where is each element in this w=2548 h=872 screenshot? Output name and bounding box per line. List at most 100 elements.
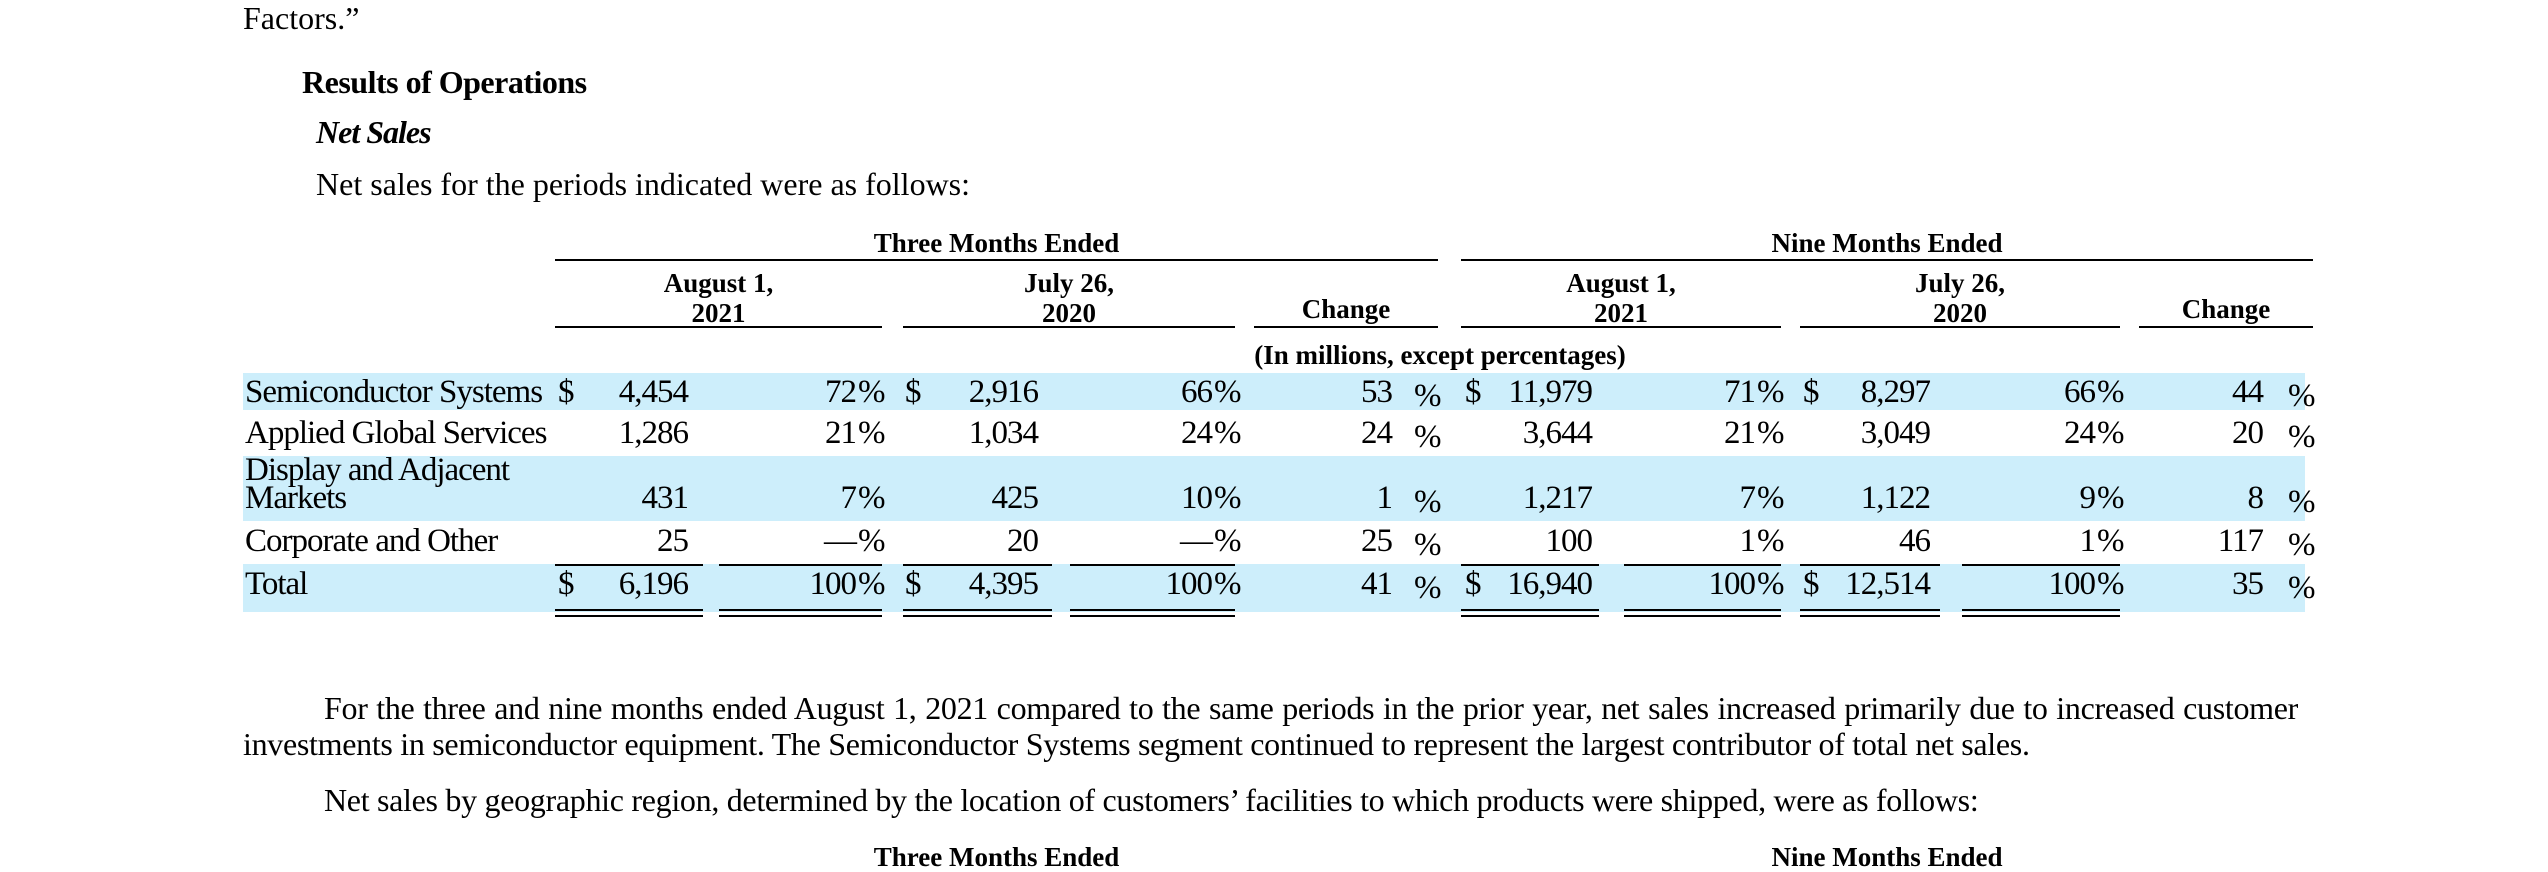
row-label: Display and Adjacent	[245, 452, 510, 488]
percent-symbol: %	[858, 415, 885, 451]
amount-value: 4,395	[968, 566, 1039, 602]
total-double-rule	[1624, 609, 1781, 617]
currency-symbol: $	[1803, 566, 1819, 602]
percent-symbol: %	[1414, 527, 1441, 563]
subtotal-rule	[555, 564, 703, 566]
percent-value: 1	[1739, 523, 1756, 559]
next-table-header-three-months: Three Months Ended	[873, 842, 1120, 872]
currency-symbol: $	[1465, 566, 1481, 602]
percent-symbol: %	[1214, 523, 1241, 559]
row-highlight	[243, 456, 2305, 521]
percent-symbol: %	[1757, 480, 1784, 516]
percent-value: 71	[1724, 374, 1756, 410]
currency-symbol: $	[558, 374, 574, 410]
percent-symbol: %	[1214, 480, 1241, 516]
percent-value: 7	[1739, 480, 1756, 516]
percent-value: 100	[1708, 566, 1756, 602]
percent-symbol: %	[858, 374, 885, 410]
amount-value: 2,916	[968, 374, 1039, 410]
subtotal-rule	[1624, 564, 1781, 566]
total-double-rule	[555, 609, 703, 617]
amount-value: 25	[657, 523, 689, 559]
amount-value: 12,514	[1845, 566, 1931, 602]
subtotal-rule	[1800, 564, 1940, 566]
percent-value: 72	[825, 374, 857, 410]
total-double-rule	[719, 609, 882, 617]
percent-value: 1	[2079, 523, 2096, 559]
amount-value: 20	[1007, 523, 1039, 559]
percent-value: 100	[2048, 566, 2096, 602]
col-header-line: 2021	[1594, 298, 1648, 328]
total-double-rule	[903, 609, 1052, 617]
percent-value: 100	[809, 566, 857, 602]
percent-symbol: %	[1214, 415, 1241, 451]
header-rule	[1254, 326, 1438, 328]
percent-symbol: %	[1757, 523, 1784, 559]
change-value: 117	[2217, 523, 2264, 559]
total-double-rule	[1800, 609, 1940, 617]
percent-value: 21	[825, 415, 857, 451]
percent-value: 10	[1181, 480, 1213, 516]
percent-symbol: %	[1414, 570, 1441, 606]
percent-value: 7	[840, 480, 857, 516]
amount-value: 1,217	[1522, 480, 1593, 516]
currency-symbol: $	[905, 374, 921, 410]
units-caption: (In millions, except percentages)	[1254, 340, 1626, 370]
percent-symbol: %	[858, 480, 885, 516]
row-label: Semiconductor Systems	[245, 374, 543, 410]
percent-symbol: %	[1414, 484, 1441, 520]
currency-symbol: $	[1803, 374, 1819, 410]
col-header-change-nine: Change	[2181, 294, 2271, 324]
percent-symbol: %	[2288, 527, 2315, 563]
amount-value: 100	[1545, 523, 1593, 559]
percent-symbol: %	[2288, 378, 2315, 414]
subtotal-rule	[719, 564, 882, 566]
change-value: 44	[2232, 374, 2264, 410]
amount-value: 4,454	[618, 374, 689, 410]
total-double-rule	[1461, 609, 1599, 617]
percent-value: —	[824, 523, 857, 559]
percent-symbol: %	[1414, 378, 1441, 414]
currency-symbol: $	[558, 566, 574, 602]
amount-value: 1,034	[968, 415, 1039, 451]
amount-value: 11,979	[1508, 374, 1593, 410]
percent-symbol: %	[2288, 419, 2315, 455]
percent-value: 66	[2064, 374, 2096, 410]
percent-value: 9	[2079, 480, 2096, 516]
currency-symbol: $	[1465, 374, 1481, 410]
percent-value: —	[1180, 523, 1213, 559]
change-value: 20	[2232, 415, 2264, 451]
header-rule	[1461, 326, 1781, 328]
percent-value: 24	[2064, 415, 2096, 451]
percent-symbol: %	[1757, 415, 1784, 451]
header-rule	[1800, 326, 2120, 328]
currency-symbol: $	[905, 566, 921, 602]
amount-value: 8,297	[1860, 374, 1931, 410]
amount-value: 425	[991, 480, 1039, 516]
group-header-nine-months: Nine Months Ended	[1771, 228, 2003, 258]
amount-value: 431	[641, 480, 689, 516]
col-header-line: July 26,	[1023, 268, 1115, 298]
group-header-three-months: Three Months Ended	[873, 228, 1120, 258]
percent-symbol: %	[1414, 419, 1441, 455]
percent-symbol: %	[2288, 484, 2315, 520]
change-value: 53	[1361, 374, 1393, 410]
subtotal-rule	[1962, 564, 2120, 566]
col-header-aug-2021: August 1, 2021	[555, 268, 882, 328]
amount-value: 46	[1899, 523, 1931, 559]
header-rule	[555, 259, 1438, 261]
row-label: Corporate and Other	[245, 523, 498, 559]
percent-symbol: %	[2097, 480, 2124, 516]
next-table-header-nine-months: Nine Months Ended	[1771, 842, 2003, 872]
percent-value: 21	[1724, 415, 1756, 451]
body-paragraph: Net sales by geographic region, determin…	[324, 782, 1979, 818]
col-header-jul-2020: July 26, 2020	[903, 268, 1235, 328]
percent-value: 100	[1165, 566, 1213, 602]
col-header-change: Change	[1301, 294, 1391, 324]
amount-value: 3,049	[1860, 415, 1931, 451]
row-highlight	[243, 373, 2305, 410]
col-header-jul-2020-nine: July 26, 2020	[1800, 268, 2120, 328]
change-value: 1	[1376, 480, 1393, 516]
amount-value: 6,196	[618, 566, 689, 602]
col-header-line: August 1,	[1566, 268, 1676, 298]
